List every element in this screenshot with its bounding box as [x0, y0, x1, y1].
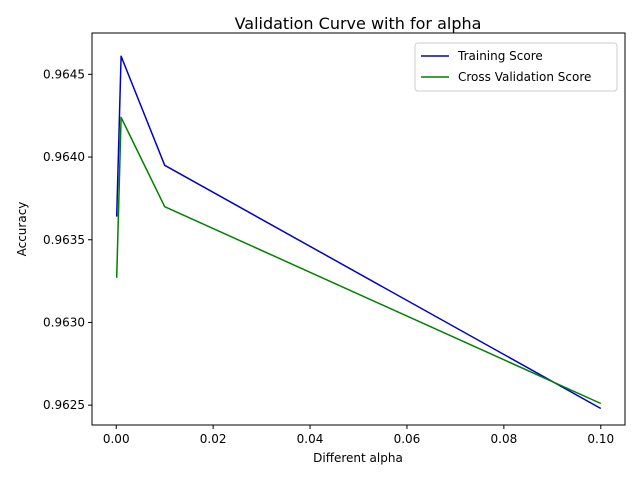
y-tick-label: 0.9625 [43, 398, 85, 412]
x-tick-label: 0.06 [394, 432, 421, 446]
y-tick-label: 0.9640 [43, 150, 85, 164]
legend-label-1: Cross Validation Score [458, 70, 591, 84]
y-axis-ticks: 0.9625 0.9630 0.9635 0.9640 0.9645 [43, 67, 92, 412]
legend-box [414, 42, 618, 92]
x-tick-label: 0.08 [491, 432, 518, 446]
y-tick-label: 0.9630 [43, 315, 85, 329]
plot-frame [91, 32, 626, 426]
y-tick-label: 0.9635 [43, 233, 85, 247]
chart-title: Validation Curve with for alpha [235, 14, 482, 33]
x-tick-label: 0.00 [103, 432, 130, 446]
y-tick-label: 0.9645 [43, 67, 85, 81]
legend: Training Score Cross Validation Score [414, 42, 618, 92]
x-axis-ticks: 0.00 0.02 0.04 0.06 0.08 0.10 [103, 425, 614, 446]
x-axis-label: Different alpha [313, 451, 403, 465]
series-line-0 [115, 55, 602, 410]
x-tick-label: 0.04 [297, 432, 324, 446]
x-tick-label: 0.10 [587, 432, 614, 446]
series-layer [115, 55, 602, 410]
series-line-1 [115, 116, 602, 405]
y-axis-label: Accuracy [15, 202, 29, 257]
x-tick-label: 0.02 [200, 432, 227, 446]
legend-label-0: Training Score [457, 49, 543, 63]
plot-area [92, 33, 625, 425]
